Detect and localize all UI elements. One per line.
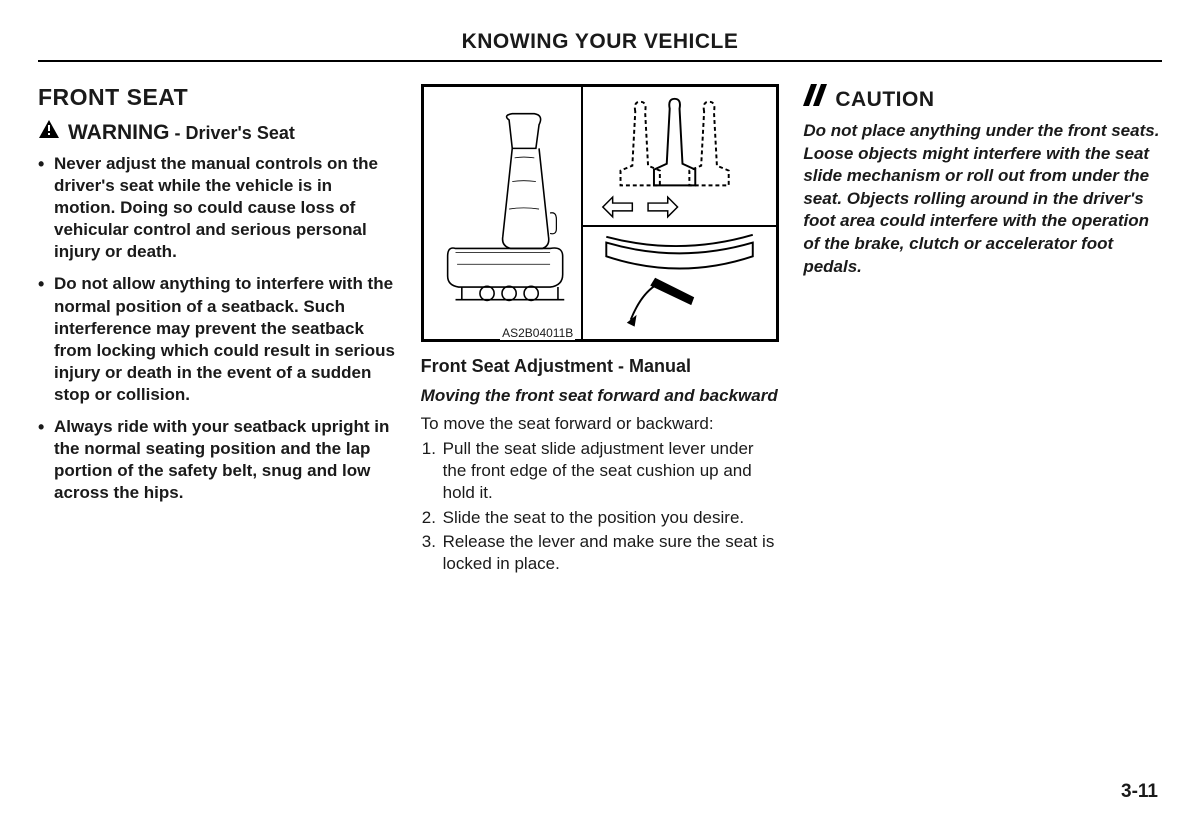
warning-item: Never adjust the manual controls on the … [38,153,397,263]
warning-bullet-list: Never adjust the manual controls on the … [38,153,397,504]
step-item: Pull the seat slide adjustment lever und… [441,438,780,504]
steps-list: Pull the seat slide adjustment lever und… [421,438,780,575]
warning-subtitle: Driver's Seat [186,123,295,143]
warning-triangle-icon [38,119,60,144]
figure-subheading: Moving the front seat forward and backwa… [421,385,780,406]
caution-label: CAUTION [835,88,934,112]
figure-pane-bottom-left [582,226,777,340]
column-1: FRONT SEAT WARNING - Driver's Seat Never… [38,84,397,577]
steps-intro: To move the seat forward or backward: [421,414,780,434]
step-item: Slide the seat to the position you desir… [441,507,780,529]
column-2: AS2B04011B Front Seat Adjustment - Manua… [421,84,780,577]
figure-pane-top-left [582,86,777,226]
figure-pane-right: AS2B04011B [423,86,583,340]
warning-label-line: WARNING - Driver's Seat [68,121,295,145]
seat-adjustment-figure: AS2B04011B [421,84,780,342]
column-3: CAUTION Do not place anything under the … [803,84,1162,577]
warning-heading: WARNING - Driver's Seat [38,119,397,145]
warning-item: Always ride with your seatback upright i… [38,416,397,504]
seat-positions-icon [583,87,776,225]
warning-dash: - [170,123,186,143]
content-columns: FRONT SEAT WARNING - Driver's Seat Never… [38,84,1162,577]
caution-stripes-icon [803,84,827,111]
seat-side-icon [424,87,582,339]
figure-heading: Front Seat Adjustment - Manual [421,356,780,377]
warning-item: Do not allow anything to interfere with … [38,273,397,406]
section-title: FRONT SEAT [38,84,397,111]
caution-heading: CAUTION [803,84,1162,112]
seat-lever-icon [583,227,776,339]
step-item: Release the lever and make sure the seat… [441,531,780,575]
figure-code: AS2B04011B [500,326,575,340]
warning-label: WARNING [68,121,170,144]
page-header: KNOWING YOUR VEHICLE [38,30,1162,62]
caution-body: Do not place anything under the front se… [803,120,1162,278]
page-number: 3-11 [1121,781,1158,803]
